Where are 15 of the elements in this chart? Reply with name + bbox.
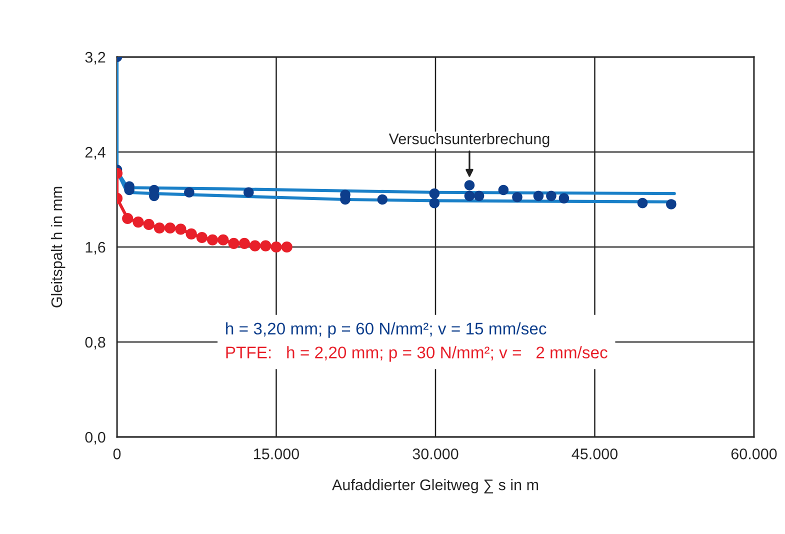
y-axis-title: Gleitspalt h in mm xyxy=(50,186,66,308)
y-tick-label: 1,6 xyxy=(86,242,106,254)
x-tick-label: 45.000 xyxy=(572,448,618,460)
x-tick-label: 30.000 xyxy=(412,448,458,460)
y-tick-label: 0,8 xyxy=(85,336,106,350)
x-tick-label: 60.000 xyxy=(731,448,777,460)
x-axis-title: Aufaddierter Gleitweg ∑ s in m xyxy=(332,479,538,494)
y-tick-label: 0,0 xyxy=(85,432,106,444)
y-tick-label: 2,4 xyxy=(85,146,106,160)
y-tick-label: 3,2 xyxy=(85,52,106,64)
text: h = 3,20 mm; p = 60 N/mm²; v = 15 mm/sec xyxy=(226,322,546,338)
x-tick-label: 15.000 xyxy=(254,448,300,460)
x-tick-label: 0 xyxy=(113,448,121,460)
annotation: Versuchsunterbrechung xyxy=(388,133,550,148)
text: PTFE: h = 2,20 mm; p = 30 N/mm²; v = 2 mm/sec xyxy=(226,346,608,362)
